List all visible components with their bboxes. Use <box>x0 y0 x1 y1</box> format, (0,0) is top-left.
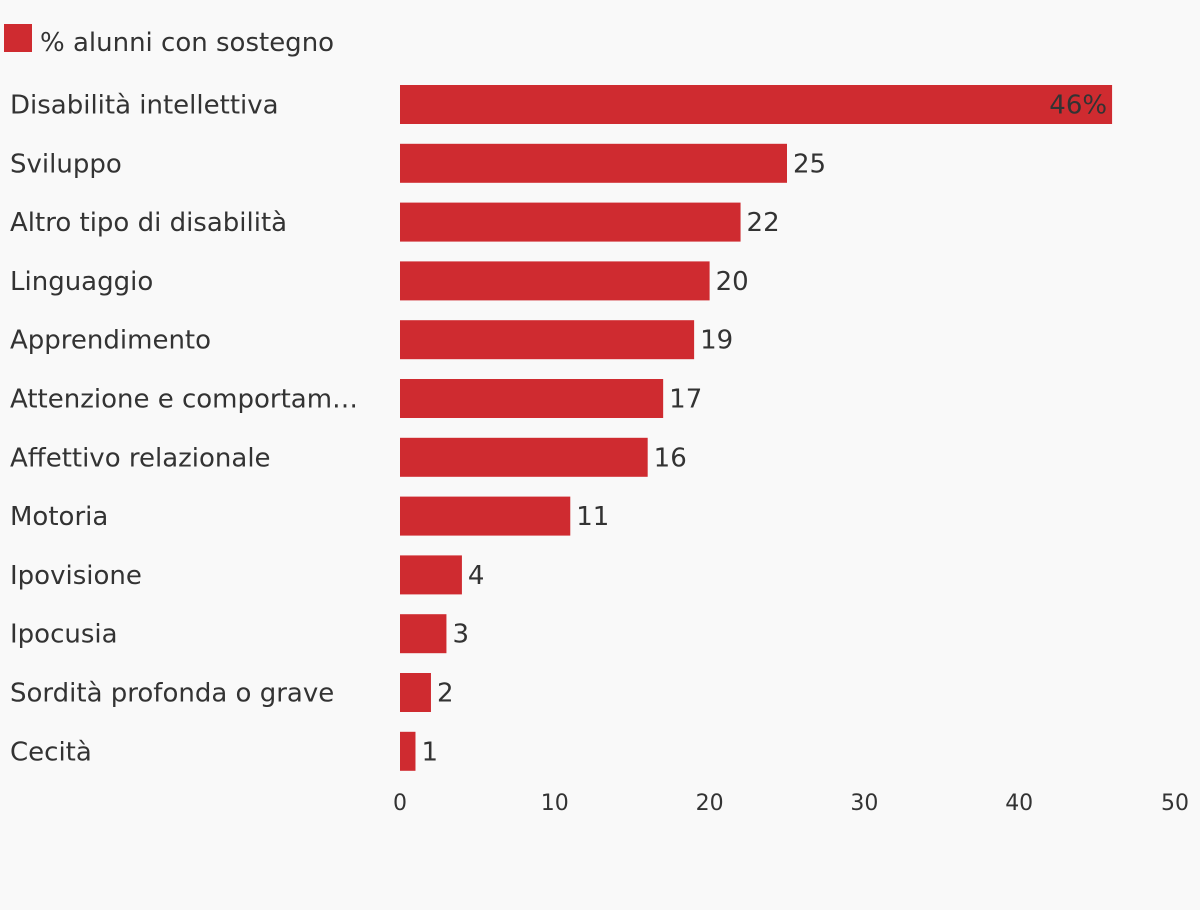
bar <box>400 437 648 477</box>
category-label: Altro tipo di disabilità <box>10 208 287 238</box>
legend-label: % alunni con sostegno <box>40 28 334 58</box>
category-label: Linguaggio <box>10 267 153 297</box>
value-label: 16 <box>654 443 687 473</box>
category-label: Sviluppo <box>10 149 122 179</box>
x-tick-label: 30 <box>850 791 878 816</box>
category-label: Disabilità intellettiva <box>10 91 279 121</box>
category-label: Apprendimento <box>10 326 211 356</box>
category-label: Motoria <box>10 502 108 532</box>
value-labels: 46% 25 22 20 19 17 16 11 4 3 2 1 <box>421 91 1107 768</box>
value-label: 17 <box>669 385 702 415</box>
x-tick-label: 10 <box>541 791 569 816</box>
value-label: 2 <box>437 679 454 709</box>
x-tick-label: 40 <box>1005 791 1033 816</box>
bar <box>400 673 431 712</box>
category-label: Cecità <box>10 737 92 767</box>
category-label: Affettivo relazionale <box>10 443 271 473</box>
category-label: Ipocusia <box>10 620 118 650</box>
bar <box>400 496 571 536</box>
category-label: Ipovisione <box>10 561 142 591</box>
value-label: 25 <box>793 149 826 179</box>
value-label: 11 <box>576 502 609 532</box>
bar <box>400 202 741 242</box>
x-axis-ticks: 0 10 20 30 40 50 <box>393 791 1189 816</box>
bar <box>400 143 787 183</box>
category-label: Attenzione e comportam… <box>10 385 358 415</box>
value-label: 19 <box>700 326 733 356</box>
value-label: 20 <box>716 267 749 297</box>
legend: % alunni con sostegno <box>4 24 334 58</box>
category-labels: Disabilità intellettiva Sviluppo Altro tip… <box>10 91 358 768</box>
x-tick-label: 20 <box>696 791 724 816</box>
value-label: 3 <box>452 620 469 650</box>
bar <box>400 555 462 595</box>
bar <box>400 320 695 360</box>
bar <box>400 731 416 771</box>
value-label: 1 <box>421 737 438 767</box>
category-label: Sordità profonda o grave <box>10 679 334 709</box>
bars <box>400 85 1113 771</box>
value-label: 22 <box>747 208 780 238</box>
value-label: 4 <box>468 561 485 591</box>
bar <box>400 85 1113 124</box>
bar <box>400 261 710 301</box>
bar <box>400 614 447 654</box>
value-label: 46% <box>1049 91 1107 121</box>
x-tick-label: 50 <box>1161 791 1189 816</box>
legend-swatch <box>4 24 32 52</box>
bar <box>400 379 664 418</box>
x-tick-label: 0 <box>393 791 407 816</box>
